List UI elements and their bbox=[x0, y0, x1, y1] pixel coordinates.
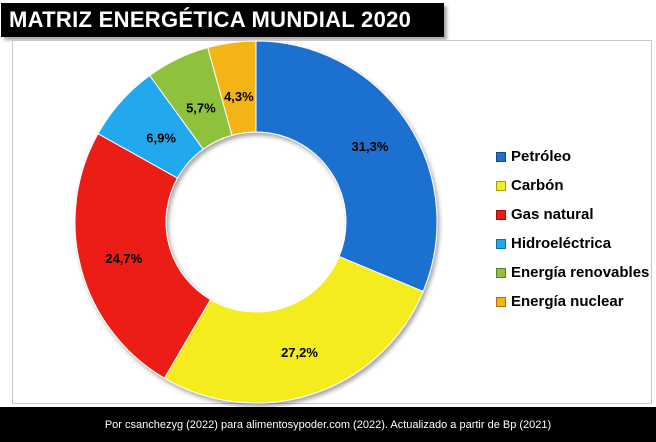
chart-title: MATRIZ ENERGÉTICA MUNDIAL 2020 bbox=[9, 7, 412, 32]
legend-swatch bbox=[496, 209, 506, 220]
legend-swatch bbox=[496, 151, 506, 162]
slice-petróleo bbox=[255, 40, 438, 293]
legend-swatch bbox=[496, 180, 506, 191]
legend-item: Energía renovables bbox=[496, 258, 649, 287]
slice-label: 24,7% bbox=[105, 251, 142, 266]
slice-carbón bbox=[163, 255, 424, 404]
legend-label: Hidroeléctrica bbox=[511, 235, 612, 252]
legend-item: Petróleo bbox=[496, 142, 649, 171]
footer-credit: Por csanchezyg (2022) para alimentosypod… bbox=[104, 418, 552, 431]
legend-swatch bbox=[496, 267, 506, 278]
legend-label: Petróleo bbox=[511, 148, 572, 165]
legend-item: Gas natural bbox=[496, 200, 649, 229]
slice-energía-nuclear bbox=[207, 40, 257, 136]
slice-label: 31,3% bbox=[352, 139, 389, 154]
legend-item: Energía nuclear bbox=[496, 287, 649, 316]
legend-item: Carbón bbox=[496, 171, 649, 200]
legend-swatch bbox=[496, 296, 506, 307]
legend-label: Gas natural bbox=[511, 206, 594, 223]
slice-label: 4,3% bbox=[224, 89, 254, 104]
legend-swatch bbox=[496, 238, 506, 249]
legend-label: Energía renovables bbox=[511, 264, 650, 281]
slice-label: 27,2% bbox=[281, 345, 318, 360]
slice-label: 5,7% bbox=[186, 101, 216, 116]
chart-title-box: MATRIZ ENERGÉTICA MUNDIAL 2020 bbox=[1, 3, 444, 37]
footer-bar: Por csanchezyg (2022) para alimentosypod… bbox=[0, 407, 656, 442]
slice-label: 6,9% bbox=[146, 131, 176, 146]
chart-legend: Petróleo Carbón Gas natural Hidroeléctrica E… bbox=[496, 142, 649, 316]
legend-label: Energía nuclear bbox=[511, 293, 624, 310]
legend-item: Hidroeléctrica bbox=[496, 229, 649, 258]
legend-label: Carbón bbox=[511, 177, 564, 194]
slice-gas-natural bbox=[74, 132, 212, 379]
